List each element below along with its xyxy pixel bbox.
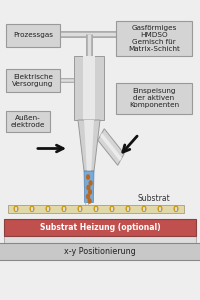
- Circle shape: [126, 206, 130, 212]
- Text: Elektrische
Versorgung: Elektrische Versorgung: [12, 74, 54, 87]
- Bar: [79, 207, 81, 211]
- Circle shape: [88, 199, 91, 203]
- Circle shape: [14, 206, 18, 212]
- Circle shape: [87, 185, 90, 190]
- Bar: [143, 207, 145, 211]
- Polygon shape: [74, 56, 104, 120]
- Circle shape: [46, 206, 50, 212]
- Bar: [95, 207, 97, 211]
- FancyBboxPatch shape: [116, 21, 192, 56]
- Text: Einspeisung
der aktiven
Komponenten: Einspeisung der aktiven Komponenten: [129, 88, 179, 108]
- Bar: [47, 207, 49, 211]
- Text: Substrat: Substrat: [138, 194, 171, 203]
- Polygon shape: [100, 133, 122, 161]
- Circle shape: [89, 190, 91, 194]
- FancyBboxPatch shape: [8, 205, 184, 213]
- Bar: [111, 207, 113, 211]
- FancyBboxPatch shape: [6, 69, 60, 92]
- Bar: [159, 207, 161, 211]
- Text: Substrat Heizung (optional): Substrat Heizung (optional): [40, 223, 160, 232]
- Polygon shape: [83, 56, 95, 120]
- FancyBboxPatch shape: [4, 219, 196, 236]
- FancyBboxPatch shape: [6, 111, 50, 132]
- FancyBboxPatch shape: [116, 82, 192, 114]
- Circle shape: [62, 206, 66, 212]
- Bar: [127, 207, 129, 211]
- Circle shape: [94, 206, 98, 212]
- Circle shape: [89, 181, 92, 185]
- Polygon shape: [84, 171, 94, 202]
- Circle shape: [78, 206, 82, 212]
- Text: x-y Positionierung: x-y Positionierung: [64, 247, 136, 256]
- Text: Prozessgas: Prozessgas: [13, 32, 53, 38]
- Text: Außen-
elektrode: Außen- elektrode: [11, 115, 45, 128]
- Bar: [31, 207, 33, 211]
- Text: Gasförmiges
HMDSO
Gemisch für
Matrix-Schicht: Gasförmiges HMDSO Gemisch für Matrix-Sch…: [128, 25, 180, 52]
- Circle shape: [87, 175, 89, 179]
- Polygon shape: [84, 120, 94, 171]
- Circle shape: [87, 194, 89, 199]
- Bar: [63, 207, 65, 211]
- Circle shape: [174, 206, 178, 212]
- Polygon shape: [98, 129, 124, 165]
- Bar: [175, 207, 177, 211]
- Polygon shape: [78, 120, 100, 171]
- Circle shape: [110, 206, 114, 212]
- Circle shape: [30, 206, 34, 212]
- Circle shape: [142, 206, 146, 212]
- Bar: [15, 207, 17, 211]
- FancyBboxPatch shape: [0, 243, 200, 260]
- FancyBboxPatch shape: [4, 236, 196, 243]
- FancyBboxPatch shape: [6, 24, 60, 46]
- Circle shape: [158, 206, 162, 212]
